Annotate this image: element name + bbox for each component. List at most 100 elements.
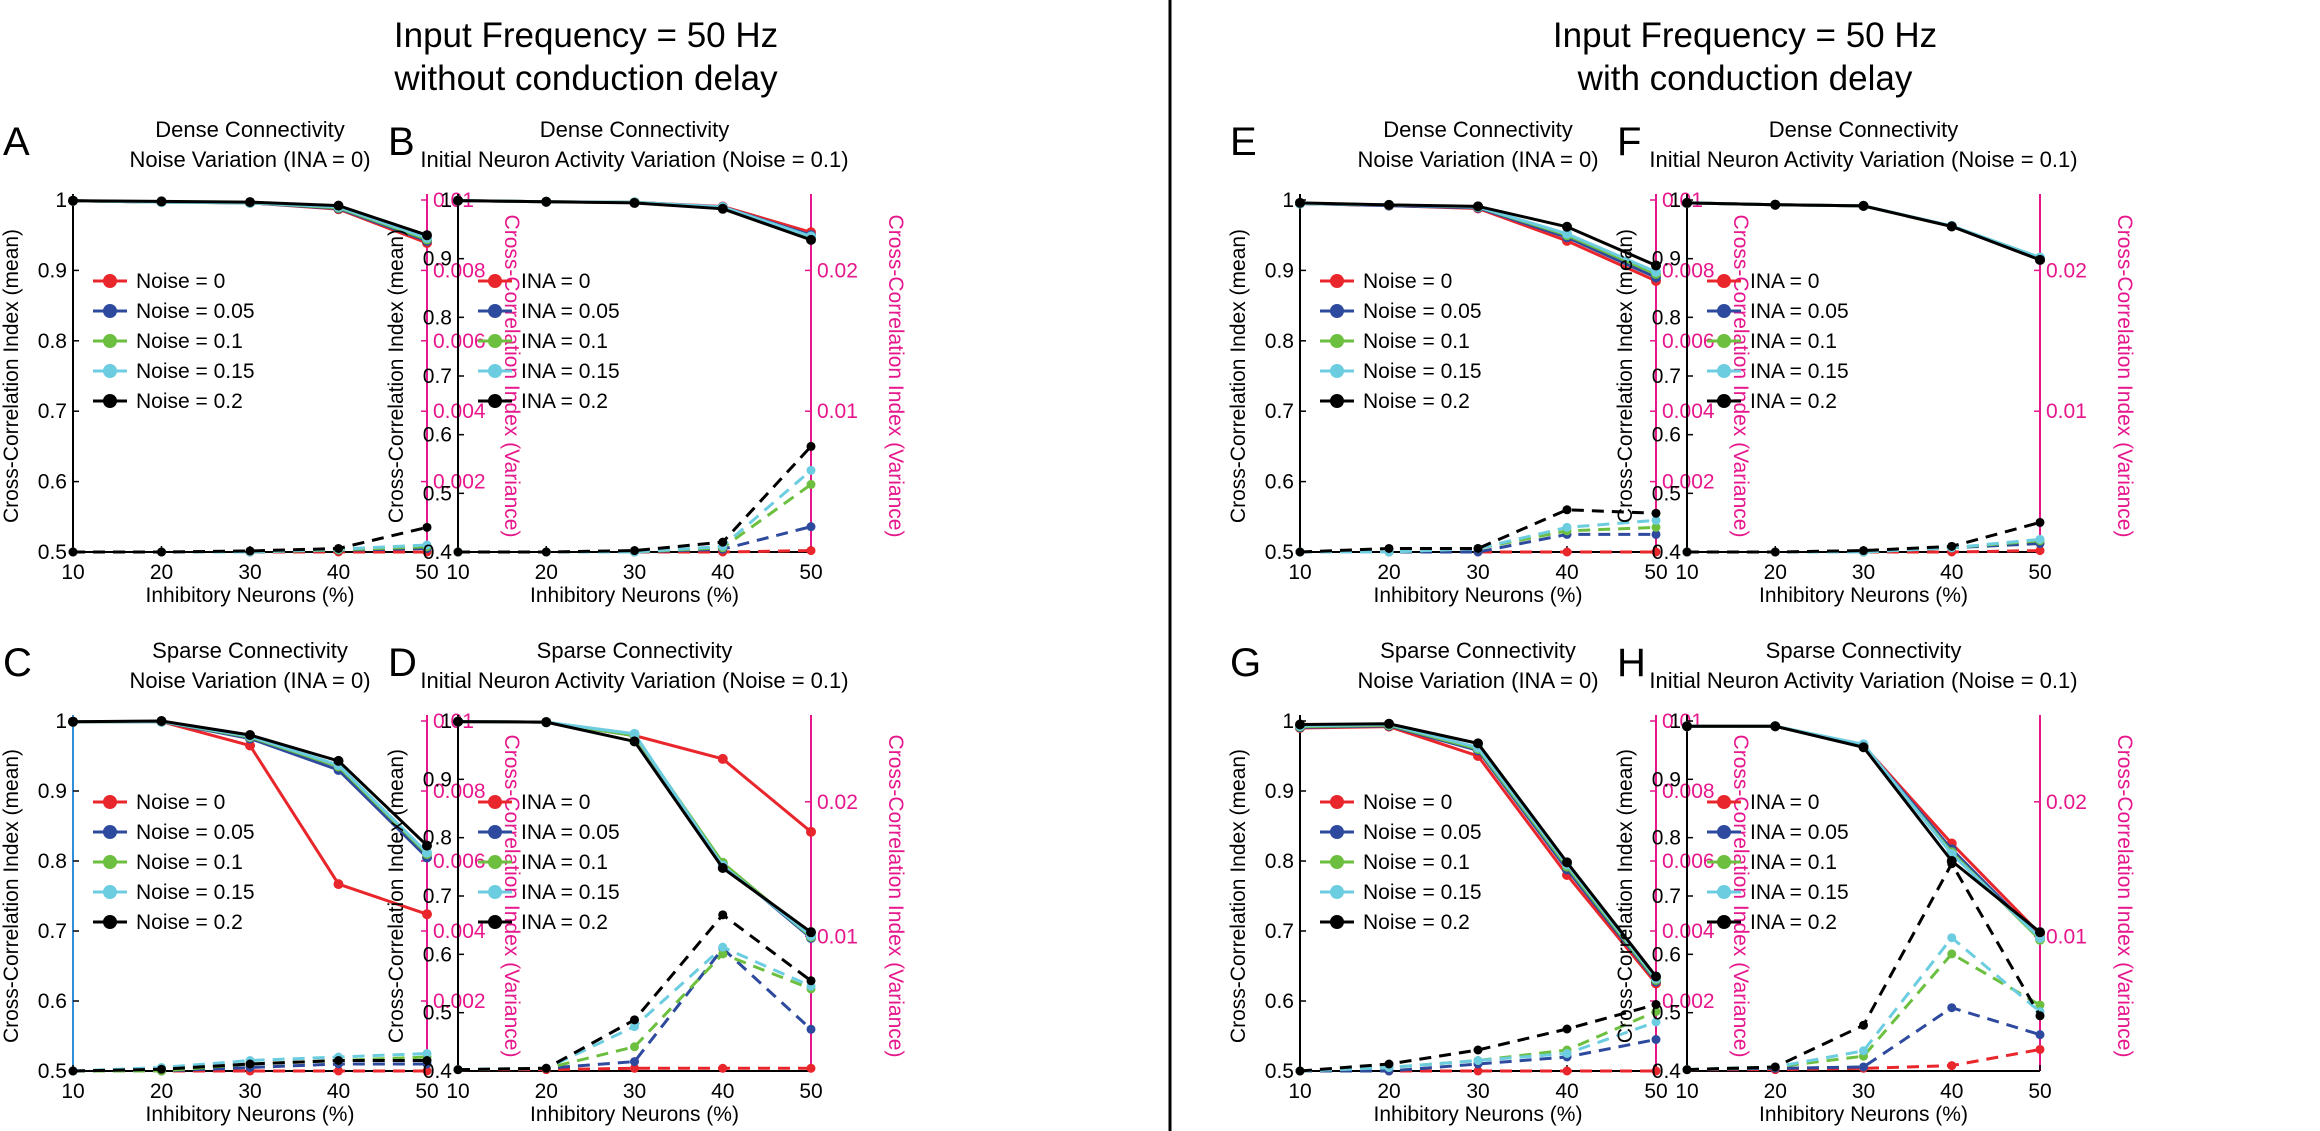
y-tick-label: 0.7 xyxy=(423,885,452,908)
legend: INA = 0 INA = 0.05 INA = 0.1 INA = 0.15 INA … xyxy=(478,791,620,934)
y-tick-label: 0.6 xyxy=(1652,424,1681,447)
legend-entry: INA = 0.15 xyxy=(521,881,620,904)
mean-point xyxy=(541,196,552,207)
legend-marker xyxy=(1330,825,1344,839)
legend-marker xyxy=(1330,885,1344,899)
y2-tick-label: 0.01 xyxy=(2046,925,2087,948)
panel-H: H Sparse Connectivity Initial Neuron Activ… xyxy=(1614,638,2136,1126)
x-tick-label: 20 xyxy=(1764,561,1787,584)
legend-entry: Noise = 0.05 xyxy=(1363,300,1482,323)
x-tick-label: 10 xyxy=(1288,561,1311,584)
legend-marker xyxy=(103,394,117,408)
mean-line-3 xyxy=(1299,722,1658,980)
y-tick-label: 0.7 xyxy=(1265,920,1294,943)
legend-marker xyxy=(103,915,117,929)
mean-line-4 xyxy=(1299,722,1658,978)
variance-point xyxy=(806,1063,816,1073)
legend-marker xyxy=(103,274,117,288)
legend-marker xyxy=(1330,364,1344,378)
legend-marker xyxy=(1717,364,1731,378)
variance-point xyxy=(718,537,728,547)
mean-line-2 xyxy=(1299,202,1657,276)
x-tick-label: 20 xyxy=(1377,1080,1400,1103)
panel-title-line1: Dense Connectivity xyxy=(1769,117,1959,142)
panel-title-line1: Sparse Connectivity xyxy=(1380,638,1576,663)
x-tick-label: 50 xyxy=(799,1080,822,1103)
legend-marker xyxy=(488,825,502,839)
x-axis-label: Inhibitory Neurons (%) xyxy=(530,1103,739,1126)
y-tick-label: 1 xyxy=(55,189,67,212)
x-tick-label: 40 xyxy=(711,561,734,584)
variance-point xyxy=(718,949,728,959)
y-tick-label: 0.7 xyxy=(38,920,67,943)
mean-point xyxy=(156,196,167,207)
variance-point xyxy=(718,1063,728,1073)
variance-point xyxy=(422,1049,432,1058)
panel-title-line2: Noise Variation (INA = 0) xyxy=(129,147,370,172)
variance-point xyxy=(422,540,432,550)
y-tick-label: 0.6 xyxy=(1652,943,1681,966)
legend-marker xyxy=(488,885,502,899)
y-tick-label: 0.8 xyxy=(38,850,67,873)
x-tick-label: 50 xyxy=(415,561,438,584)
variance-point xyxy=(1473,1056,1483,1065)
variance-line-2 xyxy=(1686,951,2041,1072)
y2-tick-label: 0.002 xyxy=(433,471,486,494)
x-axis-label: Inhibitory Neurons (%) xyxy=(530,584,739,607)
y2-tick-label: 0.01 xyxy=(1662,710,1703,733)
variance-point xyxy=(157,547,166,557)
x-tick-label: 30 xyxy=(623,1080,646,1103)
y-tick-label: 0.8 xyxy=(1652,827,1681,850)
y-tick-label: 0.4 xyxy=(1652,541,1682,564)
mean-point xyxy=(1858,742,1869,753)
panel-letter: C xyxy=(3,641,32,685)
mean-point xyxy=(1858,200,1869,211)
y2-tick-label: 0.006 xyxy=(1662,850,1715,873)
variance-point xyxy=(2035,534,2045,544)
panel-letter: B xyxy=(388,120,415,164)
legend-entry: Noise = 0.1 xyxy=(1363,851,1470,874)
legend-marker xyxy=(488,334,502,348)
y-tick-label: 0.6 xyxy=(38,471,67,494)
x-tick-label: 10 xyxy=(1288,1080,1311,1103)
variance-point xyxy=(1947,1061,1957,1071)
panel-letter: G xyxy=(1230,641,1261,685)
variance-point xyxy=(1651,508,1661,518)
x-tick-label: 10 xyxy=(1675,1080,1698,1103)
variance-point xyxy=(1384,1059,1394,1069)
y2-tick-label: 0.002 xyxy=(433,990,486,1013)
variance-point xyxy=(806,1024,816,1034)
variance-point xyxy=(1562,547,1572,557)
x-tick-label: 10 xyxy=(61,1080,84,1103)
panel-G: G Sparse Connectivity Noise Variation (INA… xyxy=(1227,638,1752,1126)
variance-point xyxy=(2035,546,2045,556)
variance-point xyxy=(630,1057,639,1067)
variance-point xyxy=(1859,1020,1868,1030)
y-axis-label: Cross-Correlation Index (mean) xyxy=(0,749,23,1043)
right-title-line2: with conduction delay xyxy=(1577,59,1913,98)
variance-point xyxy=(1562,505,1572,515)
legend-marker xyxy=(1330,304,1344,318)
variance-point xyxy=(334,1066,343,1076)
legend-entry: Noise = 0.05 xyxy=(136,821,255,844)
mean-line-1 xyxy=(1299,724,1658,983)
mean-point xyxy=(717,863,728,873)
variance-point xyxy=(541,1063,551,1073)
variance-point xyxy=(1384,543,1394,553)
mean-point xyxy=(1562,228,1572,239)
variance-point xyxy=(1473,1045,1483,1055)
y-tick-label: 0.5 xyxy=(1265,541,1294,564)
panel-title-line2: Initial Neuron Activity Variation (Noise… xyxy=(420,668,848,693)
mean-point xyxy=(453,195,463,206)
legend-entry: Noise = 0 xyxy=(1363,791,1452,814)
mean-point xyxy=(333,755,344,766)
y-axis-label: Cross-Correlation Index (mean) xyxy=(1614,749,1637,1043)
panel-letter: D xyxy=(388,641,417,685)
legend-marker xyxy=(1717,274,1731,288)
variance-point xyxy=(2035,1000,2045,1010)
variance-point xyxy=(1859,1062,1868,1072)
mean-point xyxy=(333,879,344,890)
legend-entry: INA = 0 xyxy=(1750,270,1819,293)
mean-point xyxy=(1946,221,1957,232)
